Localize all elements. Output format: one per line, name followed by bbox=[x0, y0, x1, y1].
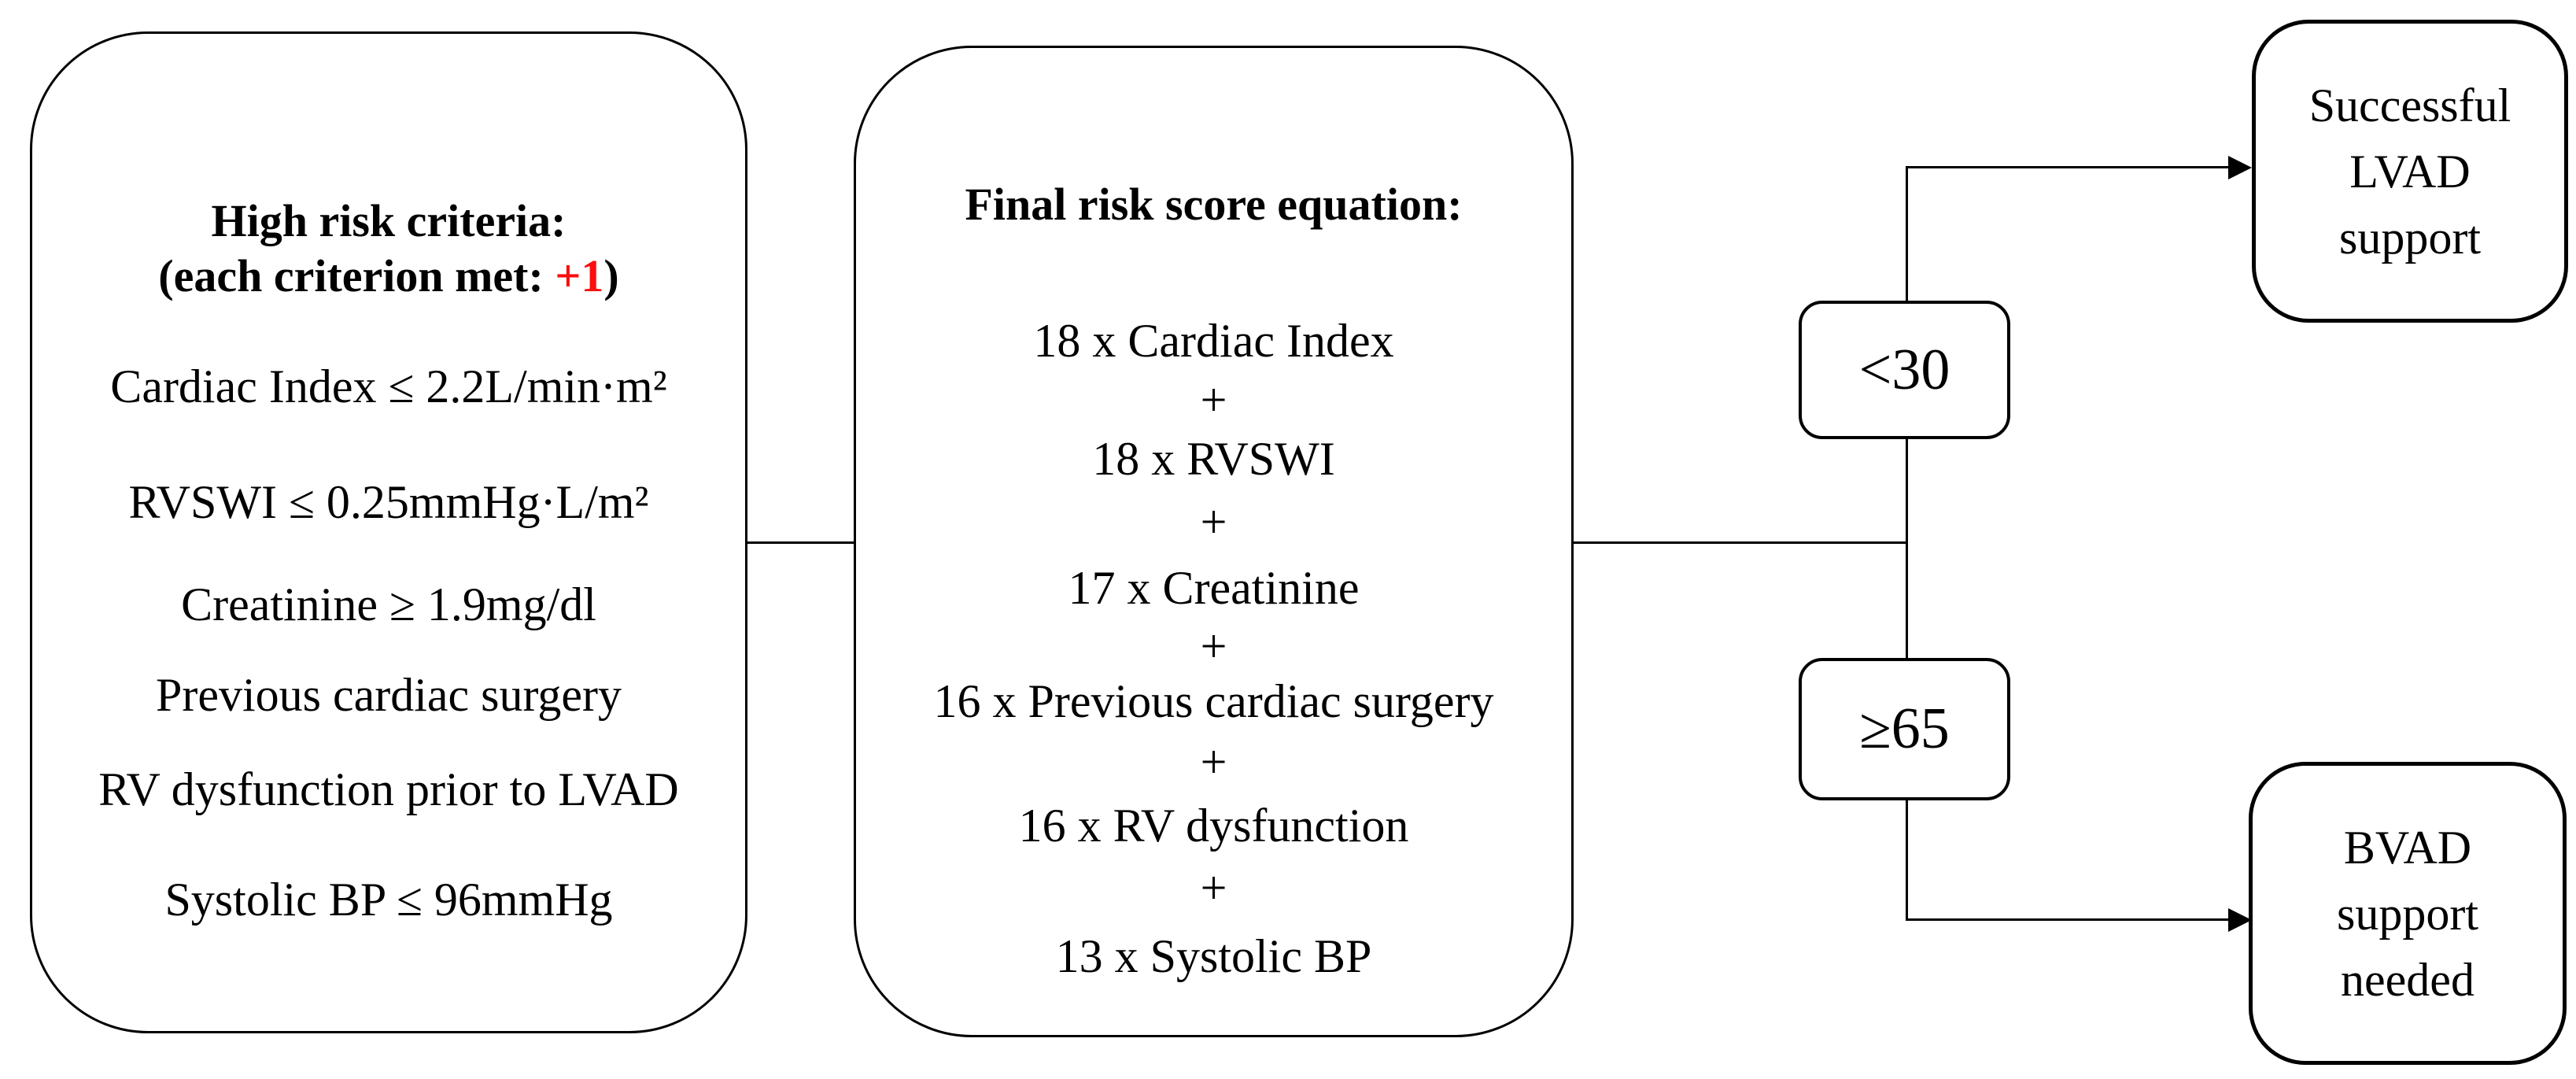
connector-branch-top bbox=[1906, 166, 2230, 168]
arrowhead-to-bvad-icon bbox=[2228, 908, 2252, 932]
outcome-bvad-line3: needed bbox=[2341, 953, 2475, 1006]
criterion-systolic-bp: Systolic BP ≤ 96mmHg bbox=[164, 874, 613, 926]
outcome-bvad-line2: support bbox=[2337, 887, 2478, 940]
equation-term-systolic-bp: 13 x Systolic BP bbox=[1055, 930, 1372, 982]
criterion-previous-surgery: Previous cardiac surgery bbox=[155, 669, 622, 721]
connector-middle-to-trunk bbox=[1574, 541, 1908, 544]
outcome-success-line3: support bbox=[2339, 211, 2481, 264]
high-risk-criteria-box: High risk criteria: (each criterion met:… bbox=[30, 31, 747, 1033]
connector-branch-bottom bbox=[1906, 918, 2230, 921]
plus-operator: + bbox=[1200, 620, 1227, 672]
equation-term-rvswi: 18 x RVSWI bbox=[1092, 433, 1335, 485]
outcome-bvad-needed-box: BVAD support needed bbox=[2249, 762, 2567, 1065]
equation-term-rv-dysfunction: 16 x RV dysfunction bbox=[1018, 800, 1409, 852]
final-risk-score-box: Final risk score equation: 18 x Cardiac … bbox=[854, 46, 1574, 1037]
criteria-title-line2: (each criterion met: +1) bbox=[32, 249, 745, 304]
equation-term-cardiac-index: 18 x Cardiac Index bbox=[1033, 315, 1394, 367]
connector-left-to-middle bbox=[747, 541, 854, 544]
arrowhead-to-success-icon bbox=[2228, 156, 2252, 179]
criteria-title-line1: High risk criteria: bbox=[211, 195, 566, 246]
criteria-title-line2-prefix: (each criterion met: bbox=[158, 250, 555, 301]
outcome-success-line1: Successful bbox=[2308, 79, 2511, 131]
plus-operator: + bbox=[1200, 736, 1227, 788]
decision-under-30-label: <30 bbox=[1858, 337, 1950, 402]
criteria-plus-one-highlight: +1 bbox=[555, 250, 604, 301]
equation-title: Final risk score equation: bbox=[965, 179, 1463, 230]
outcome-successful-lvad-box: Successful LVAD support bbox=[2252, 20, 2568, 323]
plus-operator: + bbox=[1200, 862, 1227, 914]
decision-threshold-over-65: ≥65 bbox=[1799, 658, 2010, 800]
connector-trunk-vertical bbox=[1906, 166, 1908, 921]
equation-term-creatinine: 17 x Creatinine bbox=[1068, 562, 1360, 614]
criterion-rvswi: RVSWI ≤ 0.25mmHg·L/m² bbox=[128, 476, 649, 528]
plus-operator: + bbox=[1200, 374, 1227, 426]
decision-over-65-label: ≥65 bbox=[1859, 697, 1950, 761]
plus-operator: + bbox=[1200, 496, 1227, 548]
criterion-rv-dysfunction: RV dysfunction prior to LVAD bbox=[98, 763, 679, 815]
criterion-creatinine: Creatinine ≥ 1.9mg/dl bbox=[181, 578, 596, 630]
equation-term-previous-surgery: 16 x Previous cardiac surgery bbox=[933, 675, 1494, 727]
criterion-cardiac-index: Cardiac Index ≤ 2.2L/min·m² bbox=[110, 360, 667, 412]
decision-threshold-under-30: <30 bbox=[1799, 301, 2010, 439]
criteria-title-line2-suffix: ) bbox=[603, 250, 619, 301]
outcome-bvad-line1: BVAD bbox=[2343, 821, 2472, 874]
outcome-success-line2: LVAD bbox=[2349, 145, 2471, 198]
